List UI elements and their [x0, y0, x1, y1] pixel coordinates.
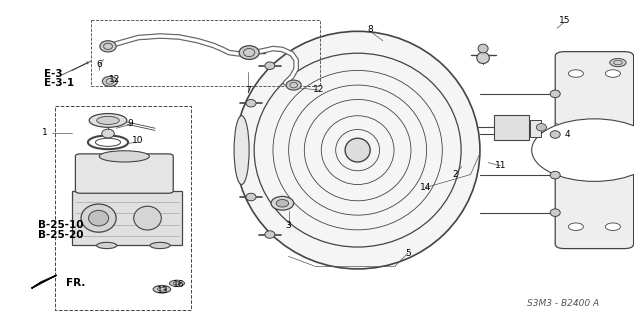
Text: 11: 11	[495, 161, 506, 170]
Text: 9: 9	[128, 119, 134, 128]
Ellipse shape	[89, 114, 127, 127]
Ellipse shape	[97, 242, 116, 249]
Ellipse shape	[170, 280, 184, 286]
Ellipse shape	[100, 41, 116, 52]
Ellipse shape	[478, 44, 488, 53]
Text: 15: 15	[559, 16, 570, 25]
Ellipse shape	[102, 129, 115, 138]
Text: FR.: FR.	[66, 278, 85, 288]
Text: S3M3 - B2400 A: S3M3 - B2400 A	[527, 299, 599, 308]
Ellipse shape	[81, 204, 116, 232]
Ellipse shape	[246, 100, 256, 107]
Ellipse shape	[550, 131, 560, 138]
Bar	[493, 115, 529, 140]
Text: 5: 5	[405, 249, 411, 258]
Ellipse shape	[97, 116, 119, 124]
Ellipse shape	[276, 199, 289, 207]
Circle shape	[605, 70, 620, 77]
Ellipse shape	[153, 286, 171, 293]
Text: 3: 3	[286, 221, 291, 230]
Circle shape	[610, 58, 626, 67]
Ellipse shape	[536, 123, 547, 131]
Text: E-3-1: E-3-1	[44, 78, 74, 88]
Text: 2: 2	[452, 170, 458, 179]
Ellipse shape	[88, 210, 109, 226]
Ellipse shape	[102, 76, 117, 86]
Text: E-3: E-3	[44, 70, 63, 79]
Ellipse shape	[550, 90, 560, 98]
Ellipse shape	[99, 151, 149, 162]
Circle shape	[568, 223, 584, 230]
Text: 1: 1	[42, 129, 48, 137]
Text: 12: 12	[313, 85, 324, 94]
Ellipse shape	[271, 197, 294, 210]
FancyBboxPatch shape	[76, 154, 173, 193]
Text: 14: 14	[420, 183, 431, 192]
Circle shape	[532, 119, 640, 182]
Ellipse shape	[286, 80, 301, 90]
Ellipse shape	[550, 171, 560, 179]
Ellipse shape	[265, 62, 275, 70]
Text: B-25-10: B-25-10	[38, 220, 83, 230]
Ellipse shape	[550, 209, 560, 216]
Ellipse shape	[150, 242, 170, 249]
Text: 13: 13	[157, 286, 169, 295]
Text: 6: 6	[97, 60, 102, 69]
Ellipse shape	[239, 46, 259, 59]
Bar	[530, 120, 541, 137]
Text: 8: 8	[367, 25, 373, 34]
Text: 7: 7	[245, 86, 251, 95]
Ellipse shape	[236, 31, 480, 269]
Ellipse shape	[265, 231, 275, 238]
Text: 10: 10	[132, 136, 144, 145]
Ellipse shape	[345, 138, 370, 162]
Text: 12: 12	[109, 75, 120, 84]
Polygon shape	[31, 275, 56, 288]
Circle shape	[568, 70, 584, 77]
Bar	[72, 191, 182, 246]
Ellipse shape	[234, 116, 249, 184]
FancyBboxPatch shape	[556, 52, 634, 249]
Text: 4: 4	[565, 130, 570, 139]
Ellipse shape	[134, 206, 161, 230]
Text: B-25-20: B-25-20	[38, 230, 83, 240]
Text: 16: 16	[173, 280, 184, 289]
Circle shape	[605, 223, 620, 230]
Ellipse shape	[477, 52, 490, 63]
Ellipse shape	[246, 193, 256, 201]
